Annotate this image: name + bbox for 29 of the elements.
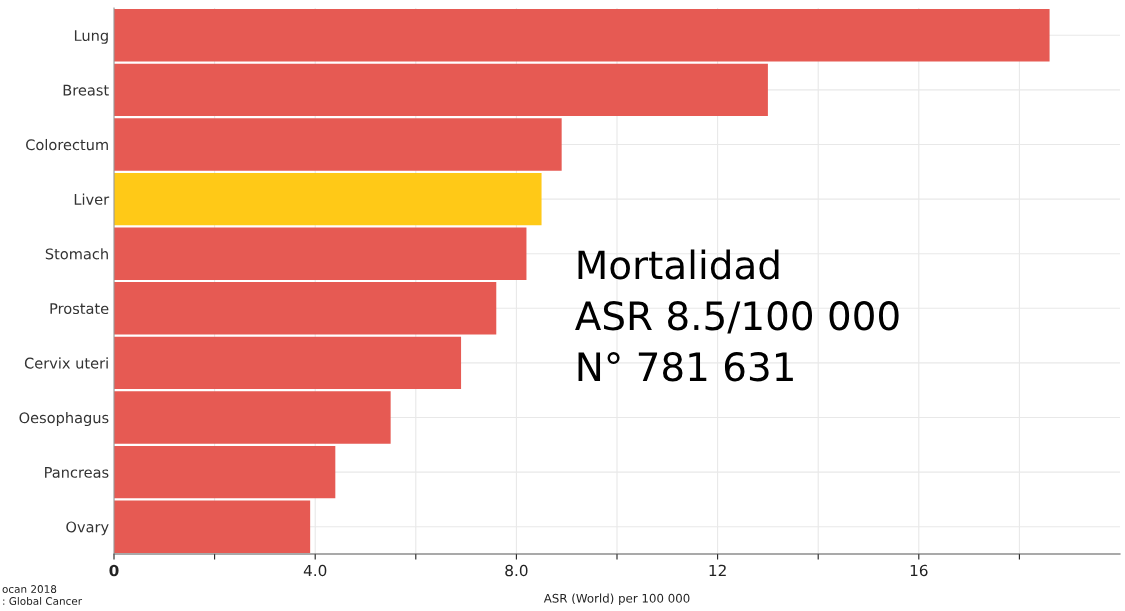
annotation: Mortalidad ASR 8.5/100 000 N° 781 631 <box>575 249 899 382</box>
bar <box>114 9 1050 62</box>
bar <box>114 445 336 499</box>
x-tick-label: 16 <box>910 564 928 577</box>
bar <box>114 282 497 335</box>
y-tick-label: Pancreas <box>45 467 109 478</box>
text: ocan 2018 <box>2 585 57 593</box>
bar <box>114 172 542 226</box>
y-tick-label: Prostate <box>50 303 109 315</box>
x-tick-label: 12 <box>709 564 726 577</box>
x-tick-label: 8.0 <box>505 564 528 577</box>
y-tick-label: Liver <box>74 193 110 205</box>
bar <box>114 227 527 280</box>
bar <box>114 500 311 553</box>
bar <box>114 118 562 171</box>
text: : Global Cancer <box>3 596 83 605</box>
bar <box>114 63 768 117</box>
y-tick-label: Lung <box>74 30 108 44</box>
y-tick-label: Stomach <box>45 248 108 260</box>
y-tick-label: Colorectum <box>26 138 108 151</box>
y-tick-label: Ovary <box>66 521 109 536</box>
y-tick-label: Cervix uteri <box>24 357 108 369</box>
y-tick-label: Breast <box>63 84 109 96</box>
x-axis-title: ASR (World) per 100 000 <box>543 593 690 605</box>
y-tick-label: Oesophagus <box>19 411 109 427</box>
bar <box>114 391 391 444</box>
x-tick-label: 4.0 <box>303 564 327 577</box>
bar <box>114 336 462 390</box>
x-tick-label: 0 <box>109 564 119 577</box>
